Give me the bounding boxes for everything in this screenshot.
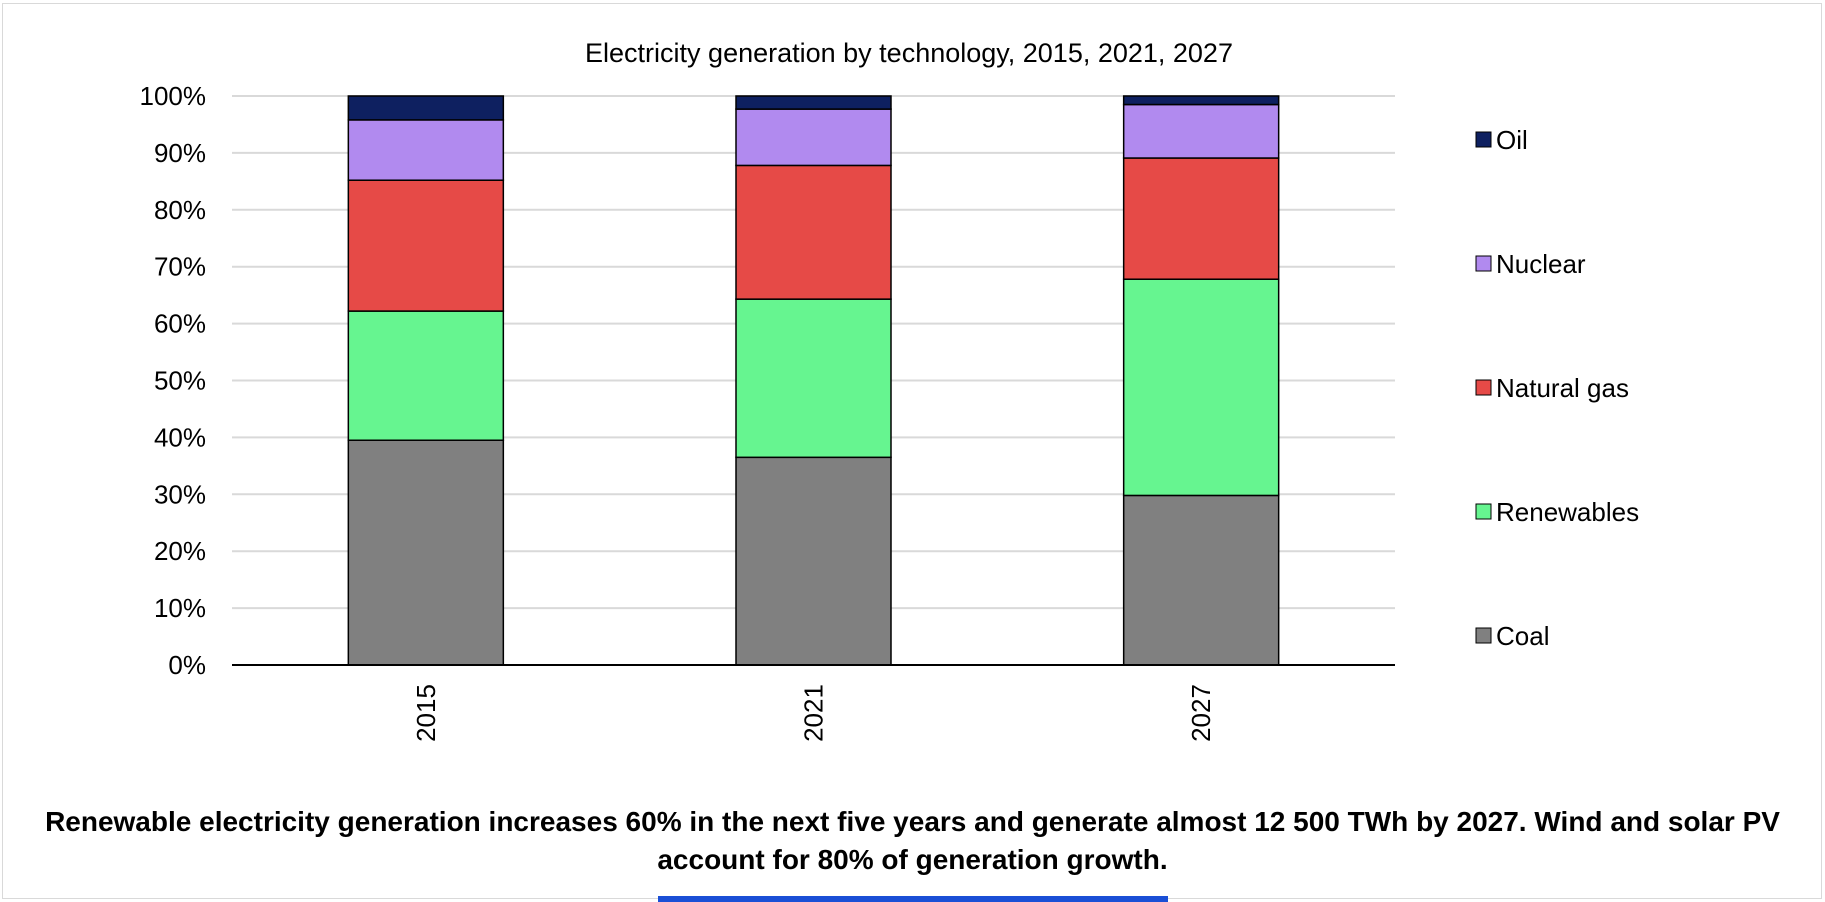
y-tick-label: 20%	[154, 536, 206, 566]
legend-swatch-coal	[1475, 627, 1492, 644]
bar-segment-coal	[735, 456, 892, 666]
y-tick-label: 100%	[140, 81, 207, 111]
accent-underline	[658, 896, 1168, 902]
legend-swatch-natural-gas	[1475, 379, 1492, 396]
bar-segment-natural-gas	[1122, 157, 1280, 280]
y-tick-label: 60%	[154, 309, 206, 339]
y-tick-label: 90%	[154, 138, 206, 168]
x-tick-label: 2015	[411, 684, 441, 742]
bar-segment-coal	[347, 439, 505, 666]
bar-segment-oil	[347, 95, 505, 121]
y-axis-ticks: 0% 10% 20% 30% 40% 50% 60% 70% 80% 90% 100%	[140, 81, 207, 680]
chart-caption: Renewable electricity generation increas…	[45, 806, 1780, 875]
x-tick-label: 2027	[1186, 684, 1216, 742]
legend-swatch-nuclear	[1475, 255, 1492, 272]
y-tick-label: 70%	[154, 252, 206, 282]
y-tick-label: 30%	[154, 479, 206, 509]
bar-segment-renewables	[735, 298, 892, 459]
bar-segment-nuclear	[347, 119, 505, 181]
legend-swatch-oil	[1475, 131, 1492, 148]
legend-label-natural-gas: Natural gas	[1496, 373, 1629, 403]
bar-segment-renewables	[347, 310, 505, 441]
bar-segment-oil	[1122, 95, 1280, 106]
bar-segment-renewables	[1122, 278, 1280, 497]
bar-segment-nuclear	[1122, 103, 1280, 159]
legend-label-renewables: Renewables	[1496, 497, 1639, 527]
bar-segment-coal	[1122, 494, 1280, 666]
bar-segment-nuclear	[735, 108, 892, 167]
legend-label-coal: Coal	[1496, 621, 1549, 651]
x-tick-label: 2021	[799, 684, 829, 742]
bars	[347, 95, 1280, 666]
bar-segment-natural-gas	[347, 179, 505, 312]
y-tick-label: 80%	[154, 195, 206, 225]
legend-label-oil: Oil	[1496, 125, 1528, 155]
y-tick-label: 50%	[154, 366, 206, 396]
y-tick-label: 40%	[154, 422, 206, 452]
bar-segment-oil	[735, 95, 892, 110]
legend: Oil Nuclear Natural gas Renewables Coal	[1475, 125, 1639, 651]
bar-segment-natural-gas	[735, 164, 892, 300]
legend-swatch-renewables	[1475, 503, 1492, 520]
y-tick-label: 0%	[168, 650, 206, 680]
chart-title: Electricity generation by technology, 20…	[585, 38, 1233, 68]
x-axis-ticks: 2015 2021 2027	[411, 684, 1216, 742]
y-tick-label: 10%	[154, 593, 206, 623]
legend-label-nuclear: Nuclear	[1496, 249, 1586, 279]
